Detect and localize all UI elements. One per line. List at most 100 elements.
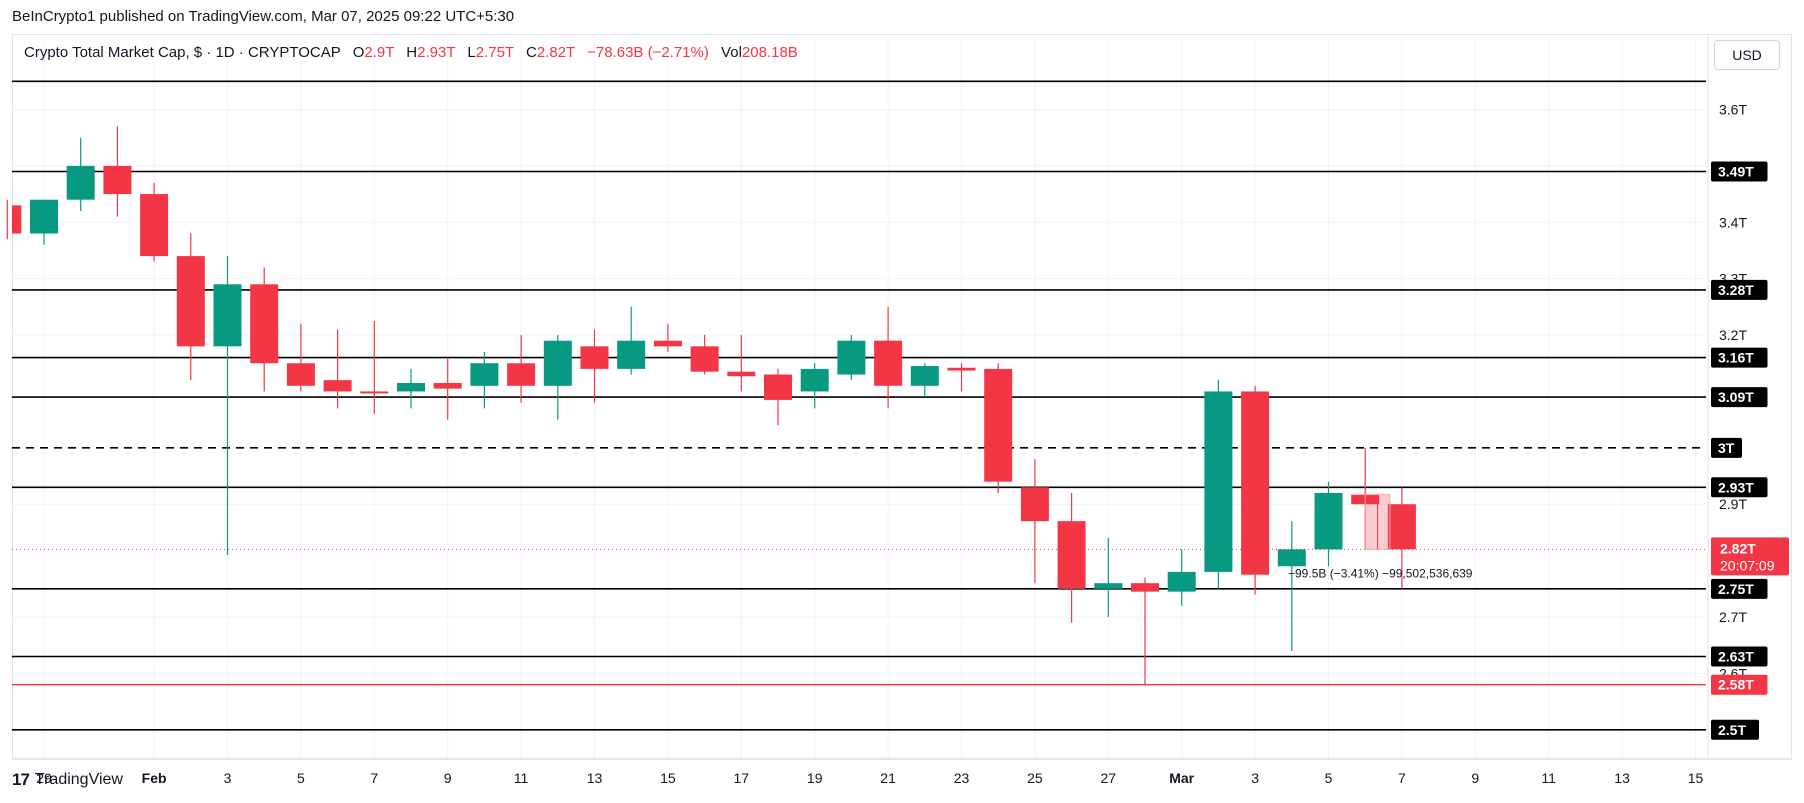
candle-body: [1167, 571, 1196, 592]
current-price-tag: [1711, 537, 1789, 576]
symbol-legend: Crypto Total Market Cap, $ · 1D · CRYPTO…: [24, 44, 798, 61]
level-price-tag-label: 3.16T: [1718, 350, 1754, 366]
level-price-tag: [1711, 387, 1768, 408]
candle-body: [800, 368, 829, 392]
candle-body: [1131, 583, 1159, 592]
level-price-tag: [1711, 578, 1768, 599]
candle-body: [507, 363, 536, 386]
change-value: −78.63B (−2.71%): [587, 44, 709, 61]
x-axis-tick-label: 29: [36, 770, 52, 786]
candle-body: [140, 194, 169, 257]
level-price-tag-label: 3.28T: [1718, 282, 1754, 298]
candle-body: [1314, 492, 1343, 550]
level-price-tag: [1711, 161, 1768, 182]
x-axis-tick-label: 19: [807, 770, 823, 786]
close-value: 2.82T: [536, 44, 575, 61]
x-axis-tick-label: Mar: [1169, 770, 1194, 786]
candle-body: [397, 382, 425, 392]
currency-button[interactable]: USD: [1714, 40, 1780, 70]
level-lines-layer: [12, 80, 1708, 731]
candle-body: [360, 391, 389, 394]
y-axis-tick-label: 2.7T: [1719, 609, 1747, 625]
level-price-tag-label: 2.58T: [1718, 677, 1754, 693]
y-axis-tick-label: 2.9T: [1719, 496, 1747, 512]
x-axis-tick-label: 9: [1471, 770, 1479, 786]
candle-body: [66, 165, 95, 200]
level-price-tag: [1711, 347, 1768, 368]
low-value: 2.75T: [475, 44, 514, 61]
axis-layer: 29 Feb 3 5 7 9 11 13 15 17 19 21 23 25 27 Mar 3 5 7 9 11 13 15…: [12, 34, 1792, 786]
candle-body: [1204, 391, 1233, 572]
x-axis-tick-label: 15: [1688, 770, 1704, 786]
level-price-tag-label: 3T: [1718, 440, 1735, 456]
y-axis-tick-label: 3.6T: [1719, 101, 1747, 117]
x-axis-tick-label: 7: [1398, 770, 1406, 786]
candle-body: [947, 367, 976, 371]
measurement-label: −99.5B (−3.41%) −99,502,536,639: [1288, 566, 1473, 580]
level-price-tag: [1711, 279, 1768, 300]
candle-body: [543, 340, 572, 386]
tradingview-brand[interactable]: 17 TradingView: [12, 770, 123, 790]
candle-body: [1020, 487, 1049, 522]
brand-name: TradingView: [34, 771, 123, 788]
high-value: 2.93T: [417, 44, 456, 61]
candle-body: [213, 284, 242, 347]
x-axis-tick-label: 27: [1101, 770, 1117, 786]
low-label: L: [467, 44, 476, 61]
tradingview-logo-icon: 17: [12, 770, 30, 789]
y-axis-tick-label: 3.2T: [1719, 327, 1747, 343]
high-label: H: [406, 44, 418, 61]
close-label: C: [526, 44, 537, 61]
open-label: O: [352, 44, 365, 61]
x-axis-tick-label: 3: [1251, 770, 1259, 786]
x-axis-tick-label: 9: [444, 770, 452, 786]
symbol-name[interactable]: Crypto Total Market Cap, $ · 1D · CRYPTO…: [24, 44, 341, 61]
open-value: 2.9T: [364, 44, 395, 61]
x-axis-tick-label: 21: [880, 770, 896, 786]
candle-body: [12, 205, 22, 234]
x-axis-tick-label: 5: [297, 770, 305, 786]
x-axis-tick-label: 25: [1027, 770, 1043, 786]
candle-body: [837, 340, 866, 375]
candle-body: [984, 368, 1013, 482]
candle-body: [1094, 583, 1123, 589]
candle-body: [764, 374, 792, 400]
candle-body: [323, 380, 352, 392]
y-axis-tick-label: 3.4T: [1719, 214, 1747, 230]
level-price-tag: [1711, 674, 1768, 695]
x-axis-tick-label: Feb: [142, 770, 167, 786]
level-price-tag: [1711, 719, 1759, 740]
candle-body: [103, 165, 132, 195]
candle-body: [1057, 521, 1086, 589]
x-axis-tick-label: 11: [1541, 770, 1556, 786]
x-axis-tick-label: 23: [954, 770, 970, 786]
level-price-tag-label: 2.63T: [1718, 648, 1754, 664]
candle-body: [250, 284, 279, 364]
candle-body: [727, 371, 756, 377]
candle-body: [30, 199, 58, 234]
candle-body: [1387, 504, 1416, 550]
level-price-tag-label: 2.93T: [1718, 479, 1754, 495]
candles-layer: [6, 126, 1416, 685]
x-axis-tick-label: 15: [660, 770, 676, 786]
x-axis-tick-label: 13: [587, 770, 603, 786]
candle-body: [580, 346, 609, 369]
candle-body: [690, 346, 719, 372]
current-price-label: 2.82T: [1720, 540, 1756, 556]
candle-body: [874, 340, 903, 386]
candle-body: [176, 256, 205, 347]
measurement-layer: −99.5B (−3.41%) −99,502,536,639: [1288, 494, 1473, 580]
level-price-tag: [1711, 477, 1768, 498]
candle-body: [1241, 391, 1270, 575]
x-axis-tick-label: 3: [224, 770, 232, 786]
x-axis-tick-label: 13: [1614, 770, 1630, 786]
candle-body: [653, 340, 682, 347]
publish-info: BeInCrypto1 published on TradingView.com…: [12, 8, 515, 25]
candle-body: [286, 363, 315, 386]
candle-body: [910, 366, 939, 386]
level-price-tag-label: 3.49T: [1718, 164, 1754, 180]
x-axis-tick-label: 17: [734, 770, 750, 786]
candle-body: [433, 382, 462, 389]
candle-body: [470, 363, 499, 386]
